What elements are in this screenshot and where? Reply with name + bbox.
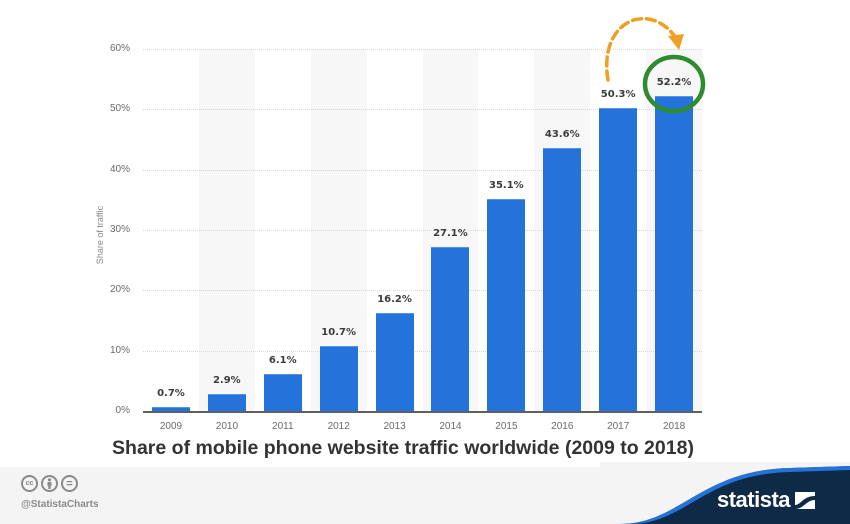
x-tick-label: 2015: [495, 421, 518, 432]
bar-value-label: 10.7%: [321, 327, 356, 339]
bar-2012[interactable]: [319, 346, 358, 411]
statista-logo-mark-icon: [795, 491, 816, 509]
bar-2009[interactable]: [151, 406, 190, 411]
bar-2014[interactable]: [431, 247, 470, 411]
gridline: [143, 350, 702, 352]
arrowhead-icon: [668, 34, 684, 50]
bar-2011[interactable]: [263, 374, 302, 411]
bar-2010[interactable]: [207, 393, 246, 411]
no-derivatives-icon: =: [61, 475, 78, 492]
y-tick-label: 10%: [109, 344, 130, 356]
plot-area: 0.7% 2.9% 6.1% 10.7% 16.2% 27.1% 35.1% 43.6% 50.…: [143, 49, 702, 413]
y-axis-label: Share of traffic: [95, 205, 105, 265]
y-tick-label: 50%: [109, 103, 130, 115]
x-tick-label: 2010: [215, 421, 239, 432]
bar-chart: Share of traffic 0% 10% 20% 30% 40% 50% 60% 0.…: [95, 17, 706, 459]
y-tick-label: 60%: [109, 43, 130, 54]
brand-swoosh: [620, 466, 850, 524]
y-tick-label: 40%: [109, 163, 130, 175]
gridline: [143, 230, 702, 231]
x-tick-label: 2016: [551, 421, 574, 432]
bar-2018[interactable]: [655, 96, 694, 411]
gridline: [143, 49, 702, 50]
x-tick-label: 2014: [439, 421, 462, 432]
bar-value-label: 50.3%: [600, 88, 636, 100]
x-tick-label: 2017: [607, 421, 630, 432]
statista-wordmark: statista: [717, 487, 791, 512]
bar-value-label: 2.9%: [212, 374, 241, 386]
cc-icon: cc: [21, 475, 38, 492]
x-tick-label: 2012: [327, 421, 350, 432]
gridline: [143, 169, 702, 171]
y-tick-label: 20%: [109, 284, 130, 296]
bar-value-label: 0.7%: [157, 387, 185, 399]
x-axis-line: [143, 411, 702, 413]
x-tick-label: 2011: [272, 421, 294, 432]
x-tick-label: 2018: [662, 421, 686, 432]
chart-title: Share of mobile phone website traffic wo…: [112, 437, 694, 459]
bar-value-label: 52.2%: [656, 77, 692, 89]
bar-value-label: 16.2%: [377, 294, 412, 306]
by-attribution-icon: [41, 475, 58, 492]
license-icons: cc =: [21, 475, 78, 492]
bar-value-label: 35.1%: [488, 180, 524, 192]
gridline: [143, 109, 702, 111]
bar-value-label: 43.6%: [544, 128, 580, 140]
gridline: [143, 290, 702, 292]
x-tick-label: 2009: [159, 421, 183, 432]
bar-2013[interactable]: [375, 313, 414, 411]
y-tick-label: 0%: [115, 405, 130, 416]
bar-2016[interactable]: [543, 147, 582, 411]
statista-logo[interactable]: statista: [717, 487, 816, 513]
y-tick-label: 30%: [109, 224, 130, 235]
bar-2015[interactable]: [487, 199, 526, 411]
statista-charts-handle[interactable]: @StatistaCharts: [21, 499, 99, 510]
x-tick-label: 2013: [383, 421, 406, 432]
bar-2017[interactable]: [599, 107, 638, 411]
footer: cc = @StatistaCharts statista: [0, 462, 850, 524]
bar-value-label: 6.1%: [268, 355, 297, 367]
bar-value-label: 27.1%: [433, 228, 468, 240]
